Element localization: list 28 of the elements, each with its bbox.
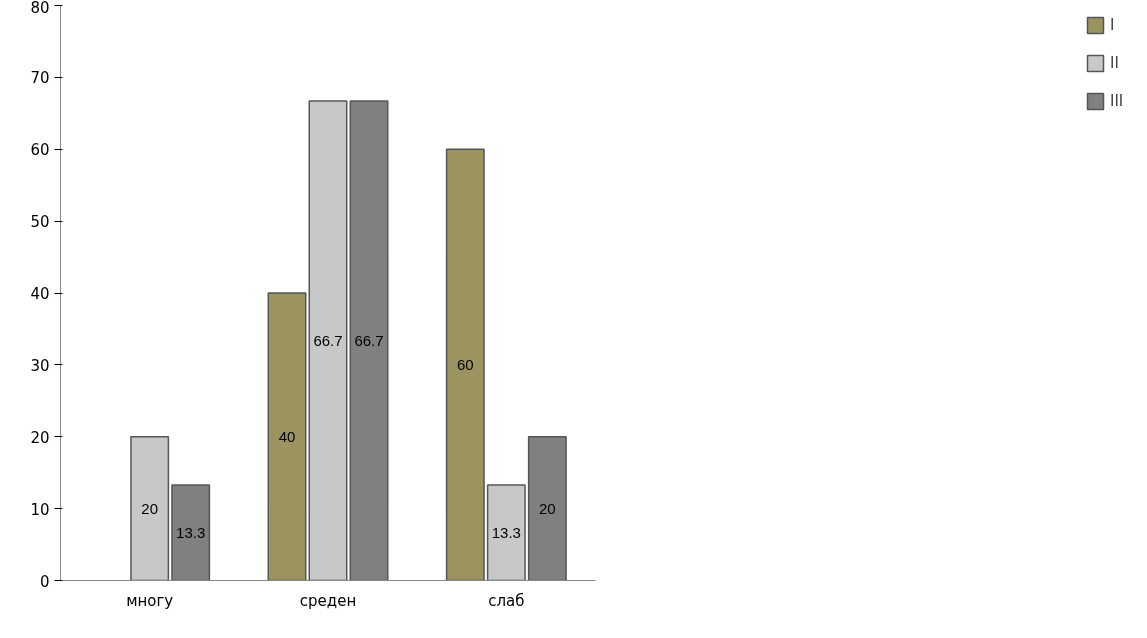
y-tick-label: 60 (30, 141, 50, 160)
bar (267, 292, 307, 581)
bar (486, 484, 526, 581)
y-tick-label: 50 (30, 213, 50, 232)
y-tick-label: 30 (30, 356, 50, 375)
x-tick-label: слаб (488, 591, 525, 610)
y-tick-label: 40 (30, 285, 50, 303)
data-label: 60 (456, 355, 474, 373)
data-label: 20 (539, 499, 556, 517)
data-label: 66.7 (354, 331, 384, 349)
x-tick-label: многу (126, 591, 174, 610)
legend-label: I (1110, 16, 1116, 34)
y-tick-label: 10 (30, 500, 50, 519)
bar (445, 148, 485, 581)
y-tick-label: 20 (30, 428, 50, 447)
bar (130, 436, 170, 581)
y-tick-label: 80 (30, 0, 50, 17)
y-tick-label: 70 (30, 69, 50, 88)
bar (308, 100, 348, 581)
data-label: 13.3 (176, 523, 206, 541)
x-tick-label: среден (299, 591, 357, 610)
data-label: 66.7 (313, 331, 343, 349)
legend-label: III (1110, 92, 1125, 110)
legend-label: II (1110, 54, 1120, 72)
y-tick-label: 0 (39, 572, 50, 591)
data-label: 40 (278, 427, 296, 445)
data-label: 20 (141, 499, 159, 517)
data-label: 13.3 (491, 523, 521, 541)
